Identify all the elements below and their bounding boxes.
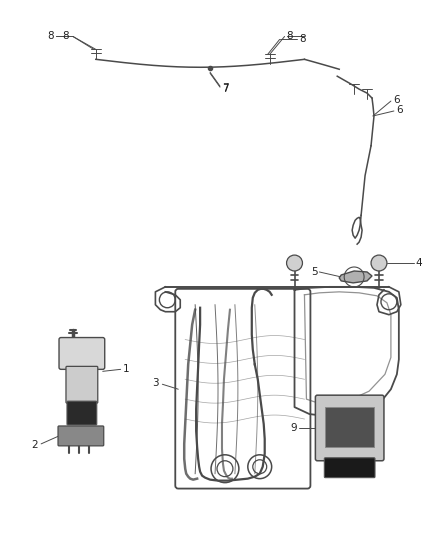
FancyBboxPatch shape	[66, 366, 98, 403]
Circle shape	[286, 255, 303, 271]
Text: 8: 8	[286, 31, 293, 42]
Bar	[325, 407, 374, 447]
Text: 5: 5	[311, 267, 318, 277]
Text: 3: 3	[152, 378, 159, 388]
Polygon shape	[339, 271, 372, 283]
Text: 1: 1	[123, 365, 129, 374]
FancyBboxPatch shape	[315, 395, 384, 461]
Text: 9: 9	[291, 423, 297, 433]
FancyBboxPatch shape	[67, 401, 97, 425]
Text: 6: 6	[393, 95, 399, 105]
Text: 2: 2	[32, 440, 38, 450]
Text: 7: 7	[222, 84, 229, 94]
FancyBboxPatch shape	[324, 458, 375, 478]
Text: 8: 8	[47, 31, 54, 42]
Circle shape	[371, 255, 387, 271]
Text: 6: 6	[396, 105, 403, 115]
Text: 4: 4	[416, 258, 422, 268]
FancyBboxPatch shape	[59, 337, 105, 369]
FancyBboxPatch shape	[58, 426, 104, 446]
Text: 8: 8	[62, 31, 69, 42]
Text: 7: 7	[222, 83, 229, 93]
Text: 8: 8	[300, 35, 306, 44]
